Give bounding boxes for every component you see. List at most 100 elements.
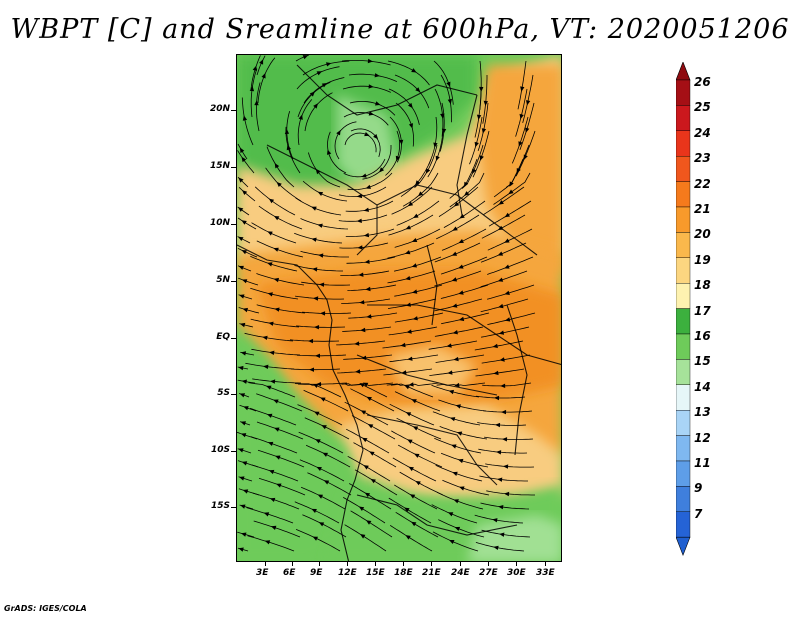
streamline-arrow-83 [497,225,504,230]
streamline-arrow-245 [312,536,318,541]
streamline-135 [296,325,346,328]
streamline-2 [341,60,391,66]
streamline-56 [237,150,255,174]
streamline-arrow-85 [273,216,280,221]
streamline-99 [256,240,304,258]
streamline-21 [257,57,276,104]
streamline-36 [304,92,333,132]
lon-tick [292,562,293,566]
streamline-8 [302,60,350,76]
colorbar-swatch [675,232,691,258]
streamline-arrow-236 [241,532,247,537]
streamline-arrow-241 [454,526,461,531]
lon-tick [375,562,376,566]
streamline-136 [342,326,392,332]
lat-tick [231,167,236,168]
coastline-west-africa [237,244,364,561]
lon-tick [460,562,461,566]
streamline-25 [439,102,445,152]
streamline-arrow-180 [501,409,507,415]
streamline-106 [250,255,298,272]
streamline-70 [238,187,256,202]
streamline-arrow-104 [504,264,510,269]
streamline-arrow-96 [451,251,458,256]
streamline-arrow-190 [321,425,327,430]
streamline-95 [387,242,435,259]
streamline-arrow-129 [366,314,372,319]
streamline-39 [427,130,444,178]
lon-tick [545,562,546,566]
streamline-arrow-246 [360,534,366,539]
streamline-arrow-173 [494,395,500,401]
streamline-arrow-235 [492,518,498,523]
streamline-arrow-217 [276,483,282,488]
streamline-100 [300,250,349,258]
streamline-92 [251,222,297,244]
streamline-arrow-139 [498,330,505,335]
streamline-205 [353,442,397,468]
streamline-241 [438,519,485,538]
streamline-237 [253,520,301,538]
streamline-104 [487,256,534,275]
streamline-102 [394,256,442,272]
streamline-123 [387,298,437,309]
colorbar-swatch [675,282,691,309]
streamline-arrow-167 [239,393,246,398]
streamline-arrow-212 [363,465,369,470]
lat-label: 10S [210,445,230,455]
fill-pale-south [467,515,561,561]
streamline-24 [395,102,415,147]
colorbar-swatch [675,257,691,284]
streamline-arrow-243 [238,547,244,552]
streamline-arrow-183 [314,411,320,416]
coastline-lake-region [506,304,528,456]
streamline-arrow-138 [452,330,458,335]
streamline-61 [449,172,485,208]
lon-label: 18E [394,568,413,578]
streamline-arrow-242 [499,532,505,537]
streamline-246 [344,524,387,552]
streamline-143 [382,340,432,349]
streamline-139 [481,326,530,338]
streamline-10 [394,74,430,109]
streamline-arrow-161 [270,379,276,384]
streamline-arrow-101 [364,259,370,264]
map-field [237,55,561,561]
streamline-239 [350,510,393,538]
streamline-132 [487,312,536,325]
streamline-212 [347,455,391,482]
streamline-94 [339,242,389,249]
streamline-arrow-220 [415,481,421,486]
colorbar-arrow-bottom [675,536,691,557]
streamline-211 [299,459,345,482]
streamline-arrow-221 [459,486,465,491]
streamline-arrow-160 [241,379,247,384]
streamline-88 [394,228,441,248]
streamline-192 [396,417,442,440]
streamline-247 [389,525,433,552]
streamline-arrow-45 [379,167,385,173]
streamline-40 [472,130,490,178]
streamline-199 [391,430,436,454]
streamline-arrow-81 [405,225,411,230]
streamline-arrow-215 [497,477,503,482]
streamline-177 [350,388,395,412]
streamline-arrow-68 [453,201,460,207]
streamline-54 [449,158,478,199]
streamline-107 [294,265,343,272]
streamline-13 [522,74,534,124]
streamline-84 [237,217,257,230]
streamline-207 [440,452,489,468]
streamline-64 [266,146,295,188]
streamline-arrow-43 [298,114,303,120]
streamline-arrow-232 [358,506,365,511]
streamline-arrow-204 [322,452,328,457]
streamline-arrow-39 [435,155,440,162]
border-line-3 [376,184,538,256]
streamline-arrow-2 [367,58,373,64]
streamline-arrow-249 [493,545,499,550]
streamline-82 [436,214,480,240]
streamline-222 [486,490,535,496]
streamline-154 [245,362,295,370]
streamline-3 [387,60,430,86]
